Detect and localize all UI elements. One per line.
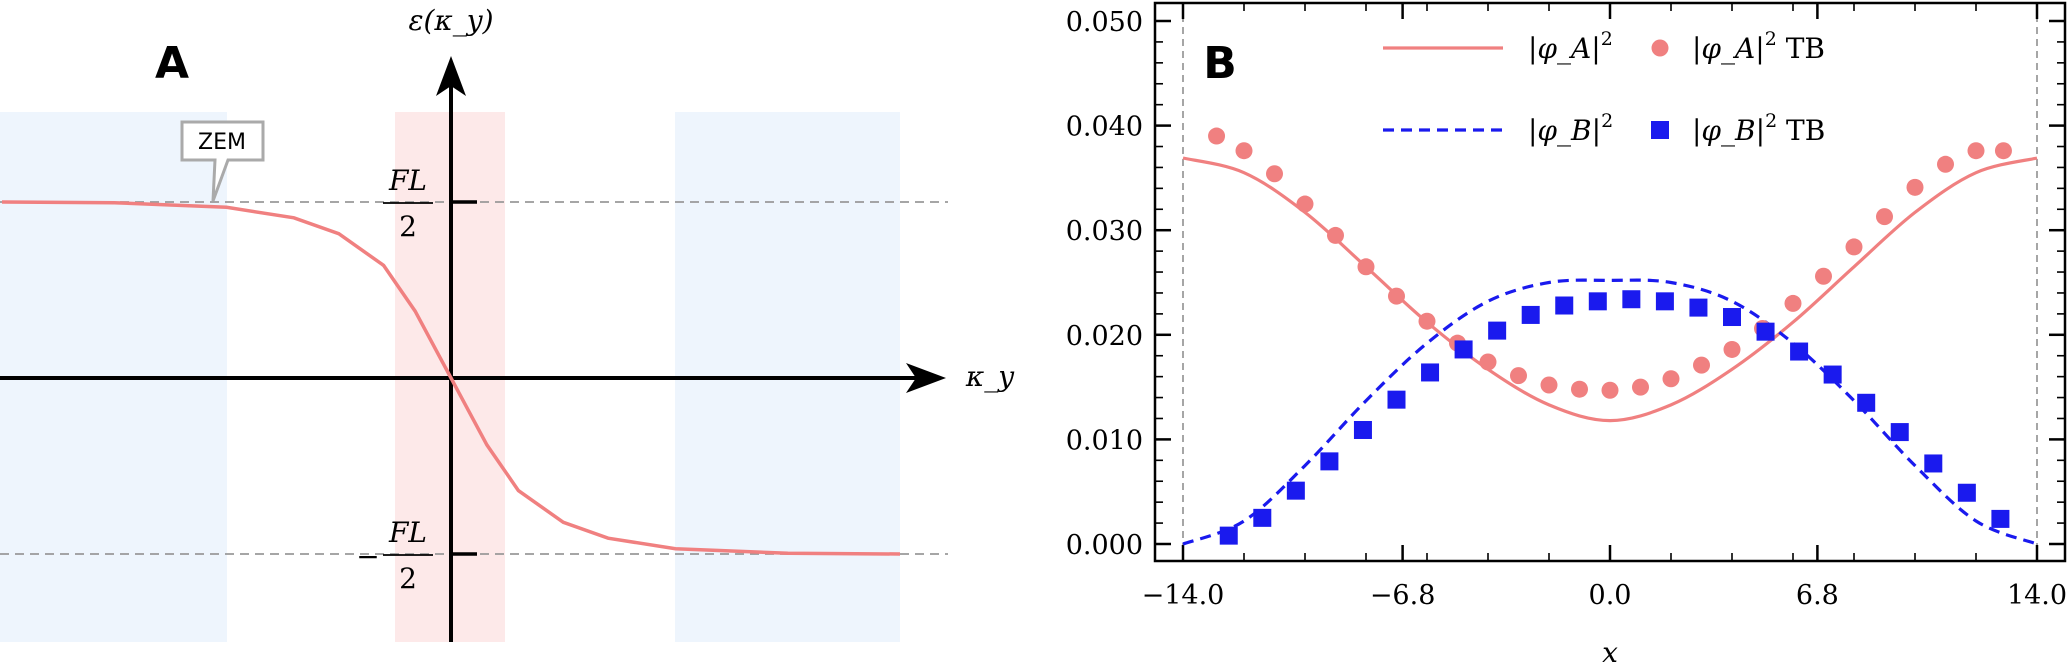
circle-marker — [1845, 238, 1863, 256]
square-marker — [1488, 321, 1507, 340]
circle-marker — [1208, 127, 1226, 145]
zem-label: ZEM — [198, 130, 246, 155]
y-tick-label: 0.020 — [1066, 321, 1143, 352]
square-marker — [1957, 483, 1976, 502]
legend-label: |φ_A|2 TB — [1692, 28, 1825, 65]
circle-marker — [1388, 287, 1405, 305]
circle-marker — [1693, 356, 1710, 374]
top-tick-denominator: 2 — [399, 210, 417, 243]
y-tick-label: 0.010 — [1066, 425, 1143, 456]
y-tick-label: 0.050 — [1066, 7, 1143, 38]
circle-marker — [1418, 312, 1436, 330]
legend-label: |φ_A|2 — [1528, 28, 1613, 65]
square-marker — [1253, 508, 1272, 527]
circle-marker — [1510, 367, 1527, 385]
square-marker — [1521, 305, 1540, 324]
square-marker — [1924, 454, 1943, 473]
x-axis-label: x — [1602, 636, 1618, 669]
series-line — [1182, 278, 2038, 546]
y-tick-label: 0.000 — [1066, 530, 1143, 561]
circle-marker — [1906, 178, 1924, 196]
legend-label: |φ_B|2 — [1528, 110, 1613, 147]
square-marker — [1555, 296, 1574, 315]
circle-marker — [1632, 378, 1649, 396]
square-marker — [1723, 308, 1741, 327]
circle-marker — [1876, 208, 1893, 226]
square-marker — [1320, 452, 1339, 471]
zem-callout-box — [180, 120, 265, 202]
top-tick-numerator: FL — [388, 164, 427, 197]
axis-ticks: 0.000 0.010 0.020 0.030 0.040 0.050 −14.0 −6.8 0… — [1066, 3, 2067, 611]
circle-marker — [1662, 370, 1680, 388]
square-marker — [1387, 390, 1406, 409]
y-tick-label: 0.030 — [1066, 216, 1143, 247]
circle-marker — [1540, 376, 1558, 394]
square-marker — [1790, 342, 1809, 361]
circle-marker — [1235, 142, 1253, 160]
circle-marker — [1967, 142, 1985, 160]
x-tick-label: −6.8 — [1370, 580, 1436, 611]
legend-swatch-circle — [1651, 39, 1669, 57]
circle-marker — [1357, 258, 1375, 276]
zem-callout: ZEM — [180, 120, 265, 202]
x-tick-label: 6.8 — [1796, 580, 1839, 611]
square-marker — [1421, 363, 1440, 382]
square-marker — [1991, 509, 2010, 528]
square-marker — [1890, 423, 1909, 442]
circle-marker — [1327, 226, 1344, 244]
panel-b: 0.000 0.010 0.020 0.030 0.040 0.050 −14.0 −6.8 0… — [1066, 1, 2067, 669]
bottom-tick-denominator: 2 — [399, 562, 417, 595]
circle-marker — [1994, 142, 2012, 160]
circle-marker — [1479, 353, 1497, 371]
data-series — [1182, 127, 2038, 546]
y-axis-label: ε(κ_y) — [408, 4, 493, 37]
x-axis-label: κ_y — [965, 360, 1015, 393]
circle-marker — [1723, 340, 1741, 358]
y-tick-label: 0.040 — [1066, 112, 1143, 143]
energy-curve — [1, 200, 901, 556]
circle-marker — [1815, 267, 1832, 285]
square-marker — [1588, 292, 1607, 311]
legend-swatch-square — [1651, 121, 1669, 139]
legend-label: |φ_B|2 TB — [1692, 110, 1825, 147]
circle-marker — [1784, 294, 1802, 312]
circle-marker — [1296, 195, 1314, 213]
square-marker — [1622, 290, 1641, 309]
legend: |φ_A|2 |φ_A|2 TB |φ_B|2 |φ_B|2 TB — [1383, 28, 1825, 147]
x-tick-label: −14.0 — [1142, 580, 1225, 611]
panel-a-letter: A — [155, 38, 189, 89]
square-marker — [1857, 393, 1876, 412]
square-marker — [1689, 298, 1708, 317]
square-marker — [1219, 526, 1238, 545]
circle-marker — [1266, 165, 1283, 183]
square-marker — [1353, 420, 1372, 439]
bottom-tick-sign: − — [356, 540, 379, 573]
square-marker — [1823, 365, 1842, 384]
bottom-tick-numerator: FL — [388, 516, 427, 549]
x-tick-label: 0.0 — [1589, 580, 1632, 611]
circle-marker — [1571, 380, 1588, 398]
x-tick-label: 14.0 — [2007, 580, 2067, 611]
square-marker — [1286, 481, 1305, 500]
panel-a: ZEM A ε(κ_y) κ_y FL 2 − FL 2 — [0, 4, 1015, 642]
square-marker — [1454, 340, 1473, 359]
circle-marker — [1601, 381, 1619, 399]
square-marker — [1756, 322, 1775, 341]
panel-b-letter: B — [1203, 38, 1237, 89]
series-line — [1182, 156, 2038, 423]
circle-marker — [1937, 155, 1954, 173]
square-marker — [1655, 292, 1674, 311]
